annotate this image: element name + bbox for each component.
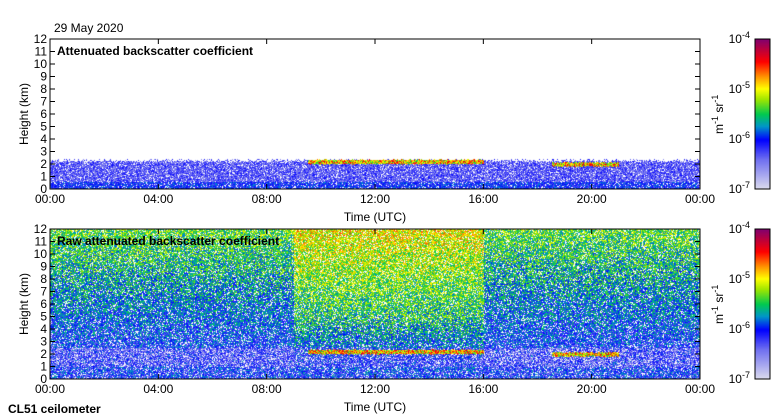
x-tick-label: 00:00 [35, 382, 65, 396]
panel-title: Raw attenuated backscatter coefficient [57, 234, 279, 248]
x-tick-label: 04:00 [143, 382, 173, 396]
y-tick-label: 2 [40, 347, 47, 361]
colorbar-tick-label: 10-6 [729, 320, 750, 336]
x-tick-label: 08:00 [252, 382, 282, 396]
y-tick-label: 12 [34, 222, 48, 236]
plot-frame [49, 38, 701, 190]
colorbar-unit-part: -1 [710, 285, 720, 293]
colorbar-tick-exp: -6 [742, 320, 750, 330]
colorbar-unit-part: sr [712, 103, 726, 116]
colorbar-tick-label: 10-4 [729, 30, 750, 46]
y-tick-label: 0 [40, 372, 47, 386]
x-tick-label: 20:00 [577, 192, 607, 206]
colorbar-tick-base: 10 [729, 272, 743, 286]
colorbar-top [755, 39, 770, 189]
y-tick-label: 3 [40, 335, 47, 349]
y-tick-label: 1 [40, 170, 47, 184]
y-axis-label: Height (km) [17, 83, 31, 145]
colorbar-unit-part: m [712, 314, 726, 324]
x-tick-label: 00:00 [35, 192, 65, 206]
colorbar-tick-label: 10-7 [729, 370, 750, 386]
colorbar-tick-exp: -4 [742, 30, 750, 40]
colorbar-tick-base: 10 [729, 32, 743, 46]
x-tick-label: 00:00 [685, 192, 715, 206]
colorbar-tick-exp: -5 [742, 80, 750, 90]
colorbar-tick-base: 10 [729, 372, 743, 386]
colorbar-tick-exp: -7 [742, 180, 750, 190]
colorbar-tick-label: 10-5 [729, 80, 750, 96]
y-tick-label: 8 [40, 82, 47, 96]
y-tick-label: 6 [40, 297, 47, 311]
colorbar-unit-part: -1 [710, 306, 720, 314]
y-axis-label: Height (km) [17, 273, 31, 335]
instrument-label: CL51 ceilometer [8, 402, 101, 416]
y-tick-label: 9 [40, 70, 47, 84]
y-tick-label: 10 [34, 57, 48, 71]
y-tick-label: 2 [40, 157, 47, 171]
y-tick-label: 7 [40, 95, 47, 109]
panel-title: Attenuated backscatter coefficient [57, 44, 253, 58]
x-tick-label: 12:00 [360, 382, 390, 396]
colorbar-tick-base: 10 [729, 222, 743, 236]
x-tick-label: 04:00 [143, 192, 173, 206]
y-tick-label: 5 [40, 310, 47, 324]
colorbar-tick-exp: -5 [742, 270, 750, 280]
colorbar-frame [754, 228, 771, 380]
colorbar-unit-part: -1 [710, 95, 720, 103]
colorbar-unit-part: -1 [710, 116, 720, 124]
heatmap-raw [50, 229, 700, 379]
colorbar-tick-exp: -4 [742, 220, 750, 230]
colorbar-unit-label: m-1 sr-1 [710, 285, 726, 324]
x-axis-label: Time (UTC) [344, 210, 406, 224]
x-tick-label: 16:00 [468, 192, 498, 206]
colorbar-tick-base: 10 [729, 132, 743, 146]
colorbar-tick-base: 10 [729, 82, 743, 96]
plot-frame [49, 228, 701, 380]
colorbar-unit-part: sr [712, 293, 726, 306]
y-tick-label: 1 [40, 360, 47, 374]
y-tick-label: 12 [34, 32, 48, 46]
y-tick-label: 9 [40, 260, 47, 274]
colorbar-frame [754, 38, 771, 190]
y-tick-label: 7 [40, 285, 47, 299]
colorbar-unit-label: m-1 sr-1 [710, 95, 726, 134]
y-tick-label: 3 [40, 145, 47, 159]
x-tick-label: 16:00 [468, 382, 498, 396]
heatmap-attenuated [50, 39, 700, 189]
x-tick-label: 12:00 [360, 192, 390, 206]
y-tick-label: 8 [40, 272, 47, 286]
x-tick-label: 00:00 [685, 382, 715, 396]
colorbar-tick-label: 10-5 [729, 270, 750, 286]
colorbar-unit-part: m [712, 124, 726, 134]
y-tick-label: 11 [35, 235, 48, 249]
x-tick-label: 08:00 [252, 192, 282, 206]
y-tick-label: 10 [34, 247, 48, 261]
y-tick-label: 6 [40, 107, 47, 121]
y-tick-label: 4 [40, 322, 47, 336]
colorbar-tick-label: 10-7 [729, 180, 750, 196]
y-tick-label: 5 [40, 120, 47, 134]
colorbar-tick-exp: -7 [742, 370, 750, 380]
colorbar-tick-base: 10 [729, 322, 743, 336]
colorbar-tick-exp: -6 [742, 130, 750, 140]
y-tick-label: 0 [40, 182, 47, 196]
colorbar-bottom [755, 229, 770, 379]
colorbar-tick-base: 10 [729, 182, 743, 196]
x-axis-label: Time (UTC) [344, 400, 406, 414]
x-tick-label: 20:00 [577, 382, 607, 396]
y-tick-label: 4 [40, 132, 47, 146]
colorbar-tick-label: 10-6 [729, 130, 750, 146]
colorbar-tick-label: 10-4 [729, 220, 750, 236]
date-label: 29 May 2020 [54, 21, 124, 35]
y-tick-label: 11 [35, 45, 48, 59]
